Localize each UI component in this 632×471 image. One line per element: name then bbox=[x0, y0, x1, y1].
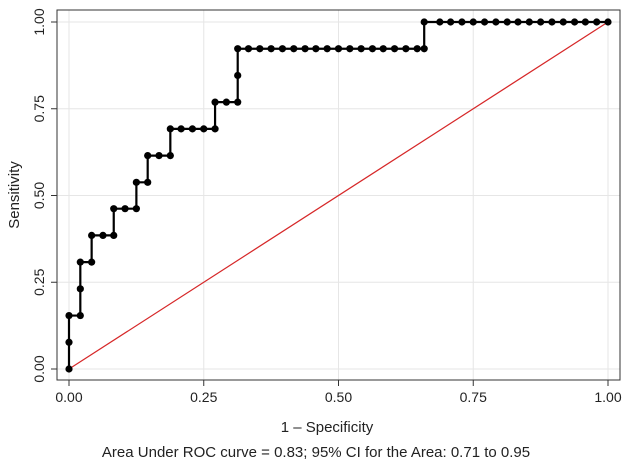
roc-point bbox=[420, 18, 428, 26]
roc-point bbox=[132, 205, 140, 213]
roc-point bbox=[346, 45, 354, 53]
roc-point bbox=[166, 151, 174, 160]
roc-point bbox=[155, 151, 163, 160]
roc-point bbox=[458, 18, 466, 26]
roc-chart: 0.00 0.25 0.50 0.75 1.00 0.00 0.25 0.50 0.75 1.0… bbox=[6, 8, 622, 436]
roc-point bbox=[559, 18, 567, 26]
roc-point bbox=[593, 18, 601, 26]
roc-point bbox=[480, 18, 489, 26]
roc-point bbox=[76, 311, 84, 320]
roc-point bbox=[436, 18, 444, 26]
roc-point bbox=[402, 45, 410, 53]
x-tick-label: 0.25 bbox=[190, 389, 217, 405]
roc-point bbox=[357, 45, 365, 53]
roc-point bbox=[278, 45, 287, 53]
roc-point bbox=[379, 45, 387, 53]
roc-point bbox=[188, 125, 197, 133]
roc-point bbox=[581, 18, 589, 26]
roc-point bbox=[65, 338, 73, 346]
roc-point bbox=[88, 258, 96, 266]
roc-point bbox=[234, 71, 242, 80]
roc-point bbox=[368, 45, 377, 53]
roc-point bbox=[570, 18, 579, 26]
roc-point bbox=[390, 45, 399, 53]
roc-point bbox=[420, 45, 428, 53]
roc-point bbox=[144, 178, 152, 186]
roc-point bbox=[525, 18, 533, 26]
roc-point bbox=[65, 311, 73, 320]
roc-point bbox=[447, 18, 455, 26]
roc-point bbox=[65, 365, 73, 373]
roc-point bbox=[110, 231, 118, 240]
x-tick-label: 0.75 bbox=[460, 389, 487, 405]
roc-point bbox=[503, 18, 511, 26]
auc-annotation: Area Under ROC curve = 0.83; 95% CI for … bbox=[101, 444, 531, 461]
roc-point bbox=[211, 98, 219, 106]
y-axis-title: Sensitivity bbox=[6, 161, 23, 229]
roc-point bbox=[604, 18, 612, 26]
roc-point bbox=[234, 98, 242, 106]
x-tick-label: 0.00 bbox=[55, 389, 82, 405]
x-tick-label: 1.00 bbox=[594, 389, 621, 405]
roc-point bbox=[110, 205, 118, 213]
roc-point bbox=[301, 45, 309, 53]
roc-point bbox=[200, 125, 208, 133]
roc-point bbox=[323, 45, 331, 53]
roc-point bbox=[267, 45, 275, 53]
x-axis-title: 1 – Specificity bbox=[281, 419, 374, 436]
roc-point bbox=[290, 45, 298, 53]
roc-point bbox=[234, 45, 242, 53]
roc-point bbox=[413, 45, 421, 53]
x-axis-ticks: 0.00 0.25 0.50 0.75 1.00 bbox=[55, 380, 622, 405]
roc-point bbox=[244, 45, 253, 53]
roc-point bbox=[132, 178, 140, 186]
y-tick-label: 0.25 bbox=[31, 268, 47, 295]
roc-point bbox=[121, 205, 129, 213]
roc-point bbox=[166, 125, 174, 133]
roc-point bbox=[76, 285, 84, 293]
reference-diagonal-line bbox=[68, 21, 609, 370]
roc-point bbox=[177, 125, 185, 133]
roc-point bbox=[548, 18, 556, 26]
roc-point bbox=[222, 98, 230, 106]
roc-point bbox=[144, 151, 152, 160]
roc-point bbox=[256, 45, 264, 53]
y-tick-label: 0.75 bbox=[31, 95, 47, 122]
y-tick-label: 1.00 bbox=[31, 8, 47, 35]
x-tick-label: 0.50 bbox=[325, 389, 352, 405]
roc-point bbox=[88, 231, 96, 240]
roc-point bbox=[469, 18, 477, 26]
roc-point bbox=[76, 258, 84, 266]
roc-point bbox=[537, 18, 545, 26]
roc-point bbox=[211, 125, 219, 133]
y-tick-label: 0.50 bbox=[31, 182, 47, 209]
roc-point bbox=[492, 18, 500, 26]
roc-point bbox=[334, 45, 343, 53]
roc-point bbox=[514, 18, 522, 26]
y-axis-ticks: 0.00 0.25 0.50 0.75 1.00 bbox=[31, 8, 57, 383]
y-tick-label: 0.00 bbox=[31, 355, 47, 382]
roc-point bbox=[312, 45, 320, 53]
roc-points bbox=[65, 18, 612, 373]
roc-point bbox=[99, 231, 107, 240]
